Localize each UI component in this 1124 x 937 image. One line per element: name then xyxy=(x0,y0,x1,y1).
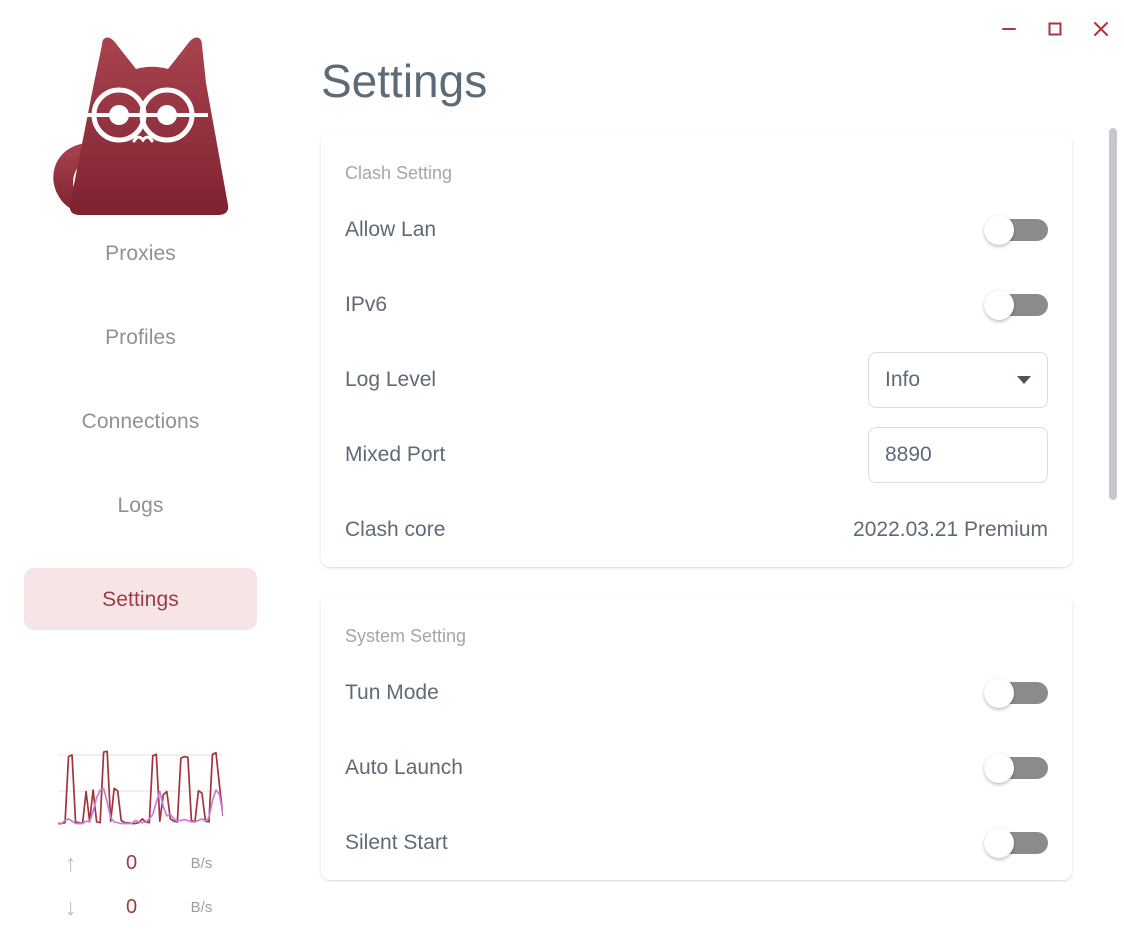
card-title: Clash Setting xyxy=(345,163,453,183)
allow-lan-toggle[interactable] xyxy=(982,214,1048,245)
traffic-upload-row: ↑ 0 B/s xyxy=(51,841,231,885)
setting-row-ipv6: IPv6 xyxy=(345,267,1048,342)
scrollbar-thumb[interactable] xyxy=(1109,128,1117,500)
sidebar-item-profiles[interactable]: Profiles xyxy=(24,316,257,358)
setting-label: Tun Mode xyxy=(345,681,439,704)
arrow-up-icon: ↑ xyxy=(64,849,77,876)
toggle-knob xyxy=(984,214,1014,245)
setting-label: Mixed Port xyxy=(345,443,446,466)
sidebar-item-logs[interactable]: Logs xyxy=(24,484,257,526)
sidebar-item-settings[interactable]: Settings xyxy=(24,568,257,630)
setting-label: Allow Lan xyxy=(345,218,437,241)
upload-speed-value: 0 xyxy=(125,851,138,874)
system-setting-card: System Setting Tun Mode Auto Launch Sile… xyxy=(321,595,1072,880)
traffic-panel: ↑ 0 B/s ↓ 0 B/s xyxy=(0,747,281,937)
sidebar-item-label: Connections xyxy=(81,409,200,433)
clash-core-version: 2022.03.21 Premium xyxy=(853,518,1048,541)
arrow-down-icon: ↓ xyxy=(64,893,77,920)
sidebar-item-proxies[interactable]: Proxies xyxy=(24,232,257,274)
setting-label: Auto Launch xyxy=(345,756,463,779)
silent-start-toggle[interactable] xyxy=(982,827,1048,858)
toggle-knob xyxy=(984,752,1014,783)
clash-setting-card: Clash Setting Allow Lan IPv6 Log Level xyxy=(321,132,1072,567)
sidebar-item-connections[interactable]: Connections xyxy=(24,400,257,442)
auto-launch-toggle[interactable] xyxy=(982,752,1048,783)
log-level-select[interactable]: Info xyxy=(868,351,1048,408)
sidebar-item-label: Logs xyxy=(117,493,164,517)
sidebar-item-label: Profiles xyxy=(105,325,176,349)
mixed-port-value: 8890 xyxy=(885,443,932,466)
mixed-port-input[interactable]: 8890 xyxy=(868,426,1048,483)
setting-row-mixed-port: Mixed Port 8890 xyxy=(345,417,1048,492)
toggle-knob xyxy=(984,677,1014,708)
setting-label: IPv6 xyxy=(345,293,388,316)
window-controls xyxy=(986,0,1124,58)
card-title: System Setting xyxy=(345,626,467,646)
setting-row-tun-mode: Tun Mode xyxy=(345,655,1048,730)
setting-label: Silent Start xyxy=(345,831,448,854)
upload-speed-unit: B/s xyxy=(190,854,213,872)
minimize-button[interactable] xyxy=(986,6,1032,52)
chevron-down-icon xyxy=(1017,375,1031,384)
maximize-button[interactable] xyxy=(1032,6,1078,52)
traffic-chart xyxy=(58,747,223,827)
setting-label: Log Level xyxy=(345,368,437,391)
close-button[interactable] xyxy=(1078,6,1124,52)
scrollbar-track[interactable] xyxy=(1106,0,1120,937)
log-level-value: Info xyxy=(885,368,921,391)
sidebar: Proxies Profiles Connections Logs Settin… xyxy=(0,0,281,937)
toggle-knob xyxy=(984,289,1014,320)
sidebar-item-label: Settings xyxy=(102,587,179,611)
ipv6-toggle[interactable] xyxy=(982,289,1048,320)
clash-cat-logo xyxy=(36,18,246,228)
main-content: Settings Clash Setting Allow Lan IPv6 Lo… xyxy=(281,0,1124,937)
setting-row-silent-start: Silent Start xyxy=(345,805,1048,880)
sidebar-nav: Proxies Profiles Connections Logs Settin… xyxy=(0,232,281,672)
setting-row-auto-launch: Auto Launch xyxy=(345,730,1048,805)
traffic-download-row: ↓ 0 B/s xyxy=(51,885,231,929)
download-speed-value: 0 xyxy=(125,895,138,918)
sidebar-item-label: Proxies xyxy=(105,241,176,265)
setting-row-log-level: Log Level Info xyxy=(345,342,1048,417)
setting-label: Clash core xyxy=(345,518,446,541)
page-title: Settings xyxy=(321,55,488,107)
setting-row-clash-core: Clash core 2022.03.21 Premium xyxy=(345,492,1048,567)
toggle-knob xyxy=(984,827,1014,858)
setting-row-allow-lan: Allow Lan xyxy=(345,192,1048,267)
tun-mode-toggle[interactable] xyxy=(982,677,1048,708)
download-speed-unit: B/s xyxy=(190,898,213,916)
